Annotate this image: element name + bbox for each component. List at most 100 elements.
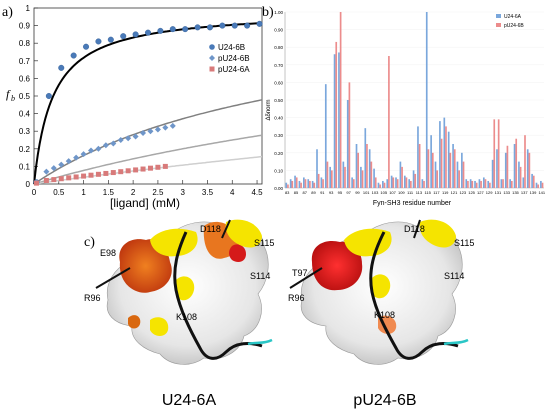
bar-pu24-6b bbox=[515, 138, 518, 188]
point-pu24-6b bbox=[88, 147, 94, 154]
point-pu24-6b bbox=[154, 126, 161, 133]
point-pu24-6a bbox=[66, 175, 72, 181]
bar-pu24-6b bbox=[497, 119, 500, 188]
shift-x-tick-label: 109 bbox=[398, 190, 405, 195]
y-tick-label: 0.9 bbox=[19, 22, 31, 31]
shift-y-tick-label: 0.90 bbox=[274, 28, 283, 33]
shift-x-tick-label: 113 bbox=[416, 190, 423, 195]
shift-bars bbox=[285, 12, 544, 189]
bar-pu24-6b bbox=[440, 138, 443, 188]
bar-pu24-6b bbox=[361, 170, 364, 188]
point-u24-6b bbox=[95, 38, 102, 45]
bar-pu24-6b bbox=[458, 170, 460, 188]
shift-x-tick-label: 93 bbox=[329, 190, 334, 195]
peptide-backbone bbox=[173, 231, 263, 360]
shift-x-tick-label: 97 bbox=[346, 190, 351, 195]
bar-u24-6a bbox=[377, 182, 380, 188]
y-axis-title-sub: b bbox=[11, 94, 15, 103]
bar-u24-6a bbox=[540, 180, 542, 188]
shift-x-tick-label: 87 bbox=[303, 190, 308, 195]
bar-u24-6a bbox=[285, 182, 288, 188]
shift-x-tick-label: 85 bbox=[294, 190, 299, 195]
x-tick-label: 1 bbox=[81, 188, 86, 197]
x-tick-label: 1.5 bbox=[103, 188, 115, 197]
bar-pu24-6b bbox=[313, 182, 316, 188]
bar-pu24-6b bbox=[401, 166, 403, 188]
shift-legend-label: pU24-6B bbox=[504, 23, 524, 29]
label-k108-right: K108 bbox=[374, 310, 395, 320]
legend-marker bbox=[209, 44, 215, 50]
bar-pu24-6b bbox=[510, 180, 513, 188]
binding-hotspot-red bbox=[311, 240, 363, 291]
point-pu24-6a bbox=[118, 169, 124, 175]
x-tick-label: 4 bbox=[230, 188, 235, 197]
bar-u24-6a bbox=[465, 179, 468, 188]
bar-u24-6a bbox=[324, 84, 327, 188]
point-pu24-6b bbox=[110, 140, 117, 147]
point-u24-6b bbox=[256, 20, 263, 27]
bar-u24-6a bbox=[469, 179, 472, 188]
bar-pu24-6b bbox=[300, 182, 302, 188]
point-pu24-6b bbox=[147, 128, 154, 135]
point-pu24-6a bbox=[147, 165, 153, 171]
shift-x-tick-label: 91 bbox=[320, 190, 325, 195]
point-u24-6b bbox=[70, 52, 77, 59]
legend-label: U24-6B bbox=[218, 43, 245, 52]
point-pu24-6b bbox=[132, 133, 139, 140]
bar-u24-6a bbox=[535, 182, 538, 188]
bar-u24-6a bbox=[482, 177, 485, 188]
bar-pu24-6b bbox=[287, 184, 289, 188]
peptide-backbone bbox=[369, 231, 459, 360]
bar-u24-6a bbox=[338, 52, 340, 189]
orange-patch-low bbox=[128, 315, 141, 329]
label-r96-right: R96 bbox=[288, 293, 305, 303]
x-axis-title: [ligand] (mM) bbox=[110, 196, 180, 210]
label-r96-left: R96 bbox=[84, 293, 101, 303]
bar-pu24-6b bbox=[291, 180, 294, 188]
panel-b-label: b) bbox=[262, 5, 274, 20]
point-pu24-6b bbox=[117, 137, 124, 143]
x-tick-label: 0.5 bbox=[53, 188, 65, 197]
legend-label: pU24-6B bbox=[218, 54, 250, 63]
shift-x-axis-title: Fyn-SH3 residue number bbox=[373, 200, 452, 207]
bar-pu24-6b bbox=[392, 177, 395, 188]
bar-u24-6a bbox=[364, 128, 367, 188]
binding-chart: 0 0.1 0.2 0.3 0.4 0.5 0.6 0.7 0.8 0.9 1 0 0.5 1 1.5 2 2.… bbox=[6, 4, 263, 210]
point-pu24-6a bbox=[155, 164, 161, 170]
y-axis-title-f: f bbox=[6, 87, 11, 101]
bar-pu24-6b bbox=[423, 180, 425, 188]
point-u24-6b bbox=[219, 22, 226, 29]
bar-u24-6a bbox=[456, 161, 459, 188]
point-u24-6b bbox=[157, 27, 164, 34]
peptide-cyan-end bbox=[247, 338, 273, 346]
yellow-patch-right bbox=[225, 219, 262, 248]
bar-pu24-6b bbox=[436, 170, 439, 188]
bar-u24-6a bbox=[509, 179, 511, 188]
shift-y-tick-label: 0.30 bbox=[274, 133, 283, 138]
shift-legend-label: U24-6A bbox=[504, 14, 522, 20]
bar-pu24-6b bbox=[317, 173, 320, 188]
bar-u24-6a bbox=[294, 175, 296, 188]
y-tick-label: 0.8 bbox=[19, 39, 31, 48]
x-tick-label: 0 bbox=[32, 188, 37, 197]
point-pu24-6a bbox=[133, 167, 139, 173]
bar-pu24-6b bbox=[322, 179, 324, 188]
bar-pu24-6b bbox=[352, 179, 355, 188]
bar-pu24-6b bbox=[335, 41, 338, 188]
shift-x-tick-label: 135 bbox=[512, 190, 519, 195]
point-pu24-6a bbox=[95, 171, 101, 177]
point-pu24-6a bbox=[73, 174, 79, 180]
point-u24-6b bbox=[206, 24, 213, 31]
bar-pu24-6b bbox=[453, 149, 456, 188]
shift-y-tick-label: 0.50 bbox=[274, 98, 283, 103]
yellow-patch-top bbox=[344, 228, 392, 257]
point-pu24-6b bbox=[169, 122, 176, 129]
bar-pu24-6b bbox=[396, 179, 399, 188]
peptide-cyan-end bbox=[443, 338, 469, 346]
label-t97: T97 bbox=[292, 268, 308, 278]
bar-pu24-6b bbox=[489, 182, 491, 188]
shift-y-tick-label: 0.70 bbox=[274, 63, 283, 68]
point-u24-6b bbox=[169, 26, 176, 33]
bar-pu24-6b bbox=[339, 12, 342, 188]
